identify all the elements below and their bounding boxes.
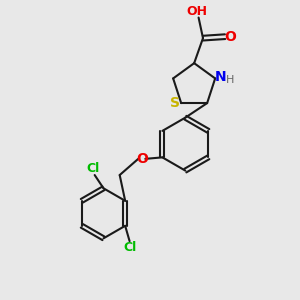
Text: N: N bbox=[215, 70, 227, 84]
Text: O: O bbox=[136, 152, 148, 166]
Text: Cl: Cl bbox=[124, 242, 137, 254]
Text: OH: OH bbox=[187, 4, 208, 18]
Text: H: H bbox=[226, 75, 235, 85]
Text: Cl: Cl bbox=[87, 162, 100, 175]
Text: O: O bbox=[224, 30, 236, 44]
Text: S: S bbox=[170, 96, 180, 110]
